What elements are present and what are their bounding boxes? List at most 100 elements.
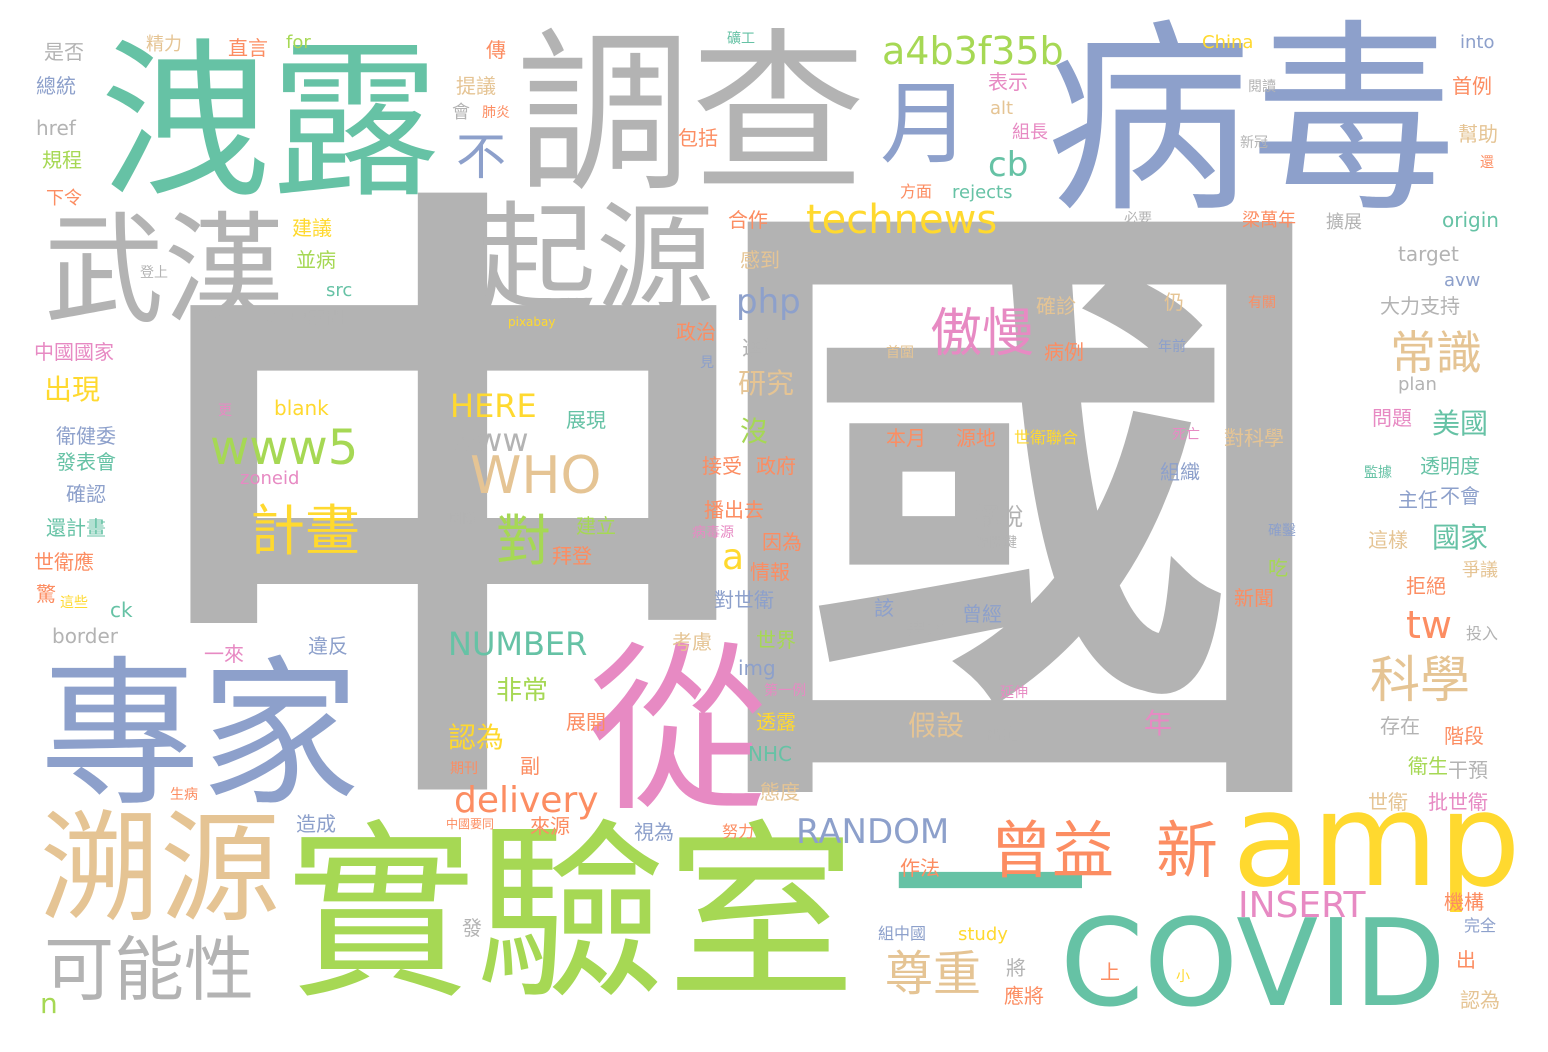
cloud-word: 衛生 <box>1408 754 1448 778</box>
cloud-word: 溯源 <box>40 800 280 939</box>
cloud-word: 月 <box>880 72 970 177</box>
cloud-word: 努力 <box>722 822 755 841</box>
cloud-word: 假設 <box>908 709 965 742</box>
cloud-word: pixabay <box>508 315 556 329</box>
cloud-word: 要求 <box>906 616 946 640</box>
cloud-word: src <box>326 280 353 301</box>
cloud-word: 可能性 <box>44 929 254 1011</box>
cloud-word: 衛健委 <box>56 424 116 448</box>
cloud-word: a4b3f35b <box>882 29 1064 73</box>
cloud-word: 大力支持 <box>1380 294 1460 318</box>
cloud-word: 中國國家 <box>34 340 114 364</box>
cloud-word: 驚 <box>36 582 56 606</box>
cloud-word: ck <box>110 598 133 622</box>
cloud-word: delivery <box>454 780 599 821</box>
cloud-word: 梁萬年 <box>1242 210 1296 231</box>
cloud-word: 因為 <box>762 530 802 554</box>
cloud-word: 確認 <box>66 482 106 506</box>
cloud-word: 還計畫 <box>46 516 106 540</box>
cloud-word: 建議 <box>292 216 332 240</box>
cloud-word: tw <box>1406 603 1452 647</box>
cloud-word: 組織 <box>1160 460 1200 484</box>
cloud-word: 病毒 <box>1046 3 1456 241</box>
cloud-word: 考慮 <box>672 630 712 654</box>
cloud-word: COVID <box>1060 895 1447 1034</box>
cloud-word: 首例 <box>1452 74 1492 98</box>
cloud-word: 出 <box>1456 948 1476 972</box>
cloud-word: 作法 <box>900 856 940 880</box>
cloud-word: 階段 <box>1444 724 1484 748</box>
cloud-word: into <box>1460 32 1495 53</box>
cloud-word: 仍 <box>1164 290 1184 314</box>
cloud-word: 第一例 <box>764 683 806 699</box>
cloud-word: target <box>1398 242 1459 266</box>
cloud-word: 組中國 <box>878 924 927 943</box>
cloud-word: 這樣 <box>1368 528 1408 552</box>
cloud-word: 研究 <box>738 367 795 400</box>
cloud-word: 尊重 <box>885 946 982 1002</box>
cloud-word: 源地 <box>956 426 996 450</box>
cloud-word: 透露 <box>756 710 796 734</box>
cloud-word: n <box>40 987 58 1020</box>
cloud-word: 吃 <box>1268 556 1288 580</box>
cloud-word: 政治 <box>676 320 716 344</box>
cloud-word: 出現 <box>44 373 101 406</box>
cloud-word: www5 <box>210 420 359 476</box>
cloud-word: href <box>36 116 76 140</box>
cloud-word: 批世衛 <box>1428 790 1488 814</box>
cloud-word: for <box>286 32 311 53</box>
cloud-word: technews <box>806 197 998 243</box>
cloud-word: php <box>736 282 801 322</box>
cloud-word: 完全 <box>1464 916 1497 935</box>
cloud-word: 該 <box>874 596 894 620</box>
cloud-word: 下令 <box>46 188 82 209</box>
cloud-word: study <box>958 924 1008 945</box>
cloud-word: China <box>1202 32 1254 53</box>
cloud-word: 年 <box>1144 707 1173 740</box>
cloud-word: RANDOM <box>796 812 950 852</box>
cloud-word: zoneid <box>240 468 300 489</box>
cloud-word: 認為 <box>1460 988 1500 1012</box>
cloud-word: WHO <box>470 446 602 506</box>
cloud-word: 小 <box>1176 969 1190 985</box>
cloud-word: 延伸 <box>1000 685 1028 701</box>
cloud-word: 有關 <box>1248 295 1276 311</box>
cloud-word: 發表會 <box>56 450 116 474</box>
cloud-word: 中國要同 <box>446 817 495 831</box>
cloud-word: 透明度 <box>1420 454 1480 478</box>
cloud-word: 副 <box>520 754 540 778</box>
cloud-word: 拒絕 <box>1406 574 1446 598</box>
cloud-word: 進行 <box>742 336 782 360</box>
cloud-word: www <box>450 421 529 459</box>
cloud-word: 本月 <box>886 426 926 450</box>
cloud-word: 一 <box>890 773 1091 1006</box>
cloud-word: 發 <box>462 916 482 940</box>
cloud-word: 曾經 <box>962 602 1002 626</box>
cloud-word: 違反 <box>308 634 348 658</box>
cloud-word: 認為 <box>448 721 505 754</box>
cloud-word: alt <box>990 98 1014 119</box>
cloud-word: 科學 <box>1370 651 1470 709</box>
cloud-word: 機構 <box>1444 890 1484 914</box>
cloud-word: 新冠 <box>1240 135 1268 151</box>
cloud-word: 提議 <box>456 74 496 98</box>
cloud-word: 世衛應 <box>34 550 94 574</box>
cloud-word: 從 <box>588 627 769 836</box>
cloud-word: 展現 <box>566 408 606 432</box>
cloud-word: 登上 <box>140 265 168 281</box>
cloud-word: 規程 <box>42 148 82 172</box>
cloud-word: border <box>52 624 119 648</box>
cloud-word: HERE <box>450 387 537 425</box>
cloud-word: 主任 <box>1398 488 1438 512</box>
cloud-word: 擺脫 <box>975 503 1023 531</box>
cloud-word: blank <box>274 396 329 420</box>
cloud-word: 不 <box>456 128 506 186</box>
cloud-word: 洩露 <box>100 24 441 222</box>
cloud-word: 實驗室 <box>286 804 857 1025</box>
cloud-word: 年前 <box>1158 339 1186 355</box>
cloud-word: 對世衛 <box>714 588 774 612</box>
cloud-word: 國家 <box>1432 521 1489 554</box>
cloud-word: 源關鍵 <box>975 535 1017 551</box>
cloud-word: 期刊 <box>450 761 478 777</box>
